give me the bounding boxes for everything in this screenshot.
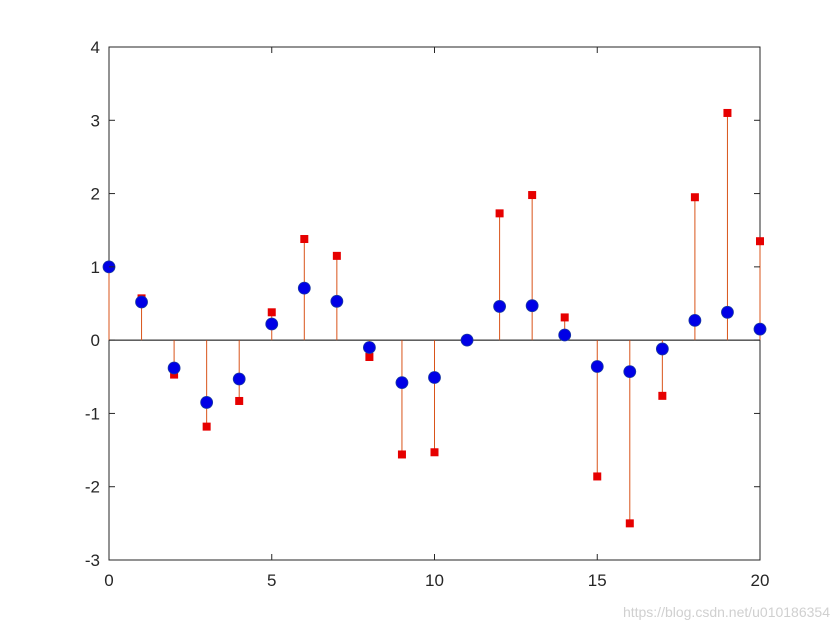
square-marker <box>593 472 602 481</box>
circle-marker <box>200 396 214 409</box>
watermark: https://blog.csdn.net/u010186354 <box>622 604 830 620</box>
circle-marker <box>428 371 441 384</box>
circle-marker <box>721 305 734 319</box>
circle-marker <box>655 342 669 356</box>
circle-marker <box>362 341 376 354</box>
axes-box <box>108 46 761 561</box>
square-marker <box>397 450 406 459</box>
axis-ticks: 0 5 10 15 20 -3 -2 -1 0 1 2 3 4 <box>85 38 770 590</box>
square-marker <box>560 313 569 322</box>
circle-marker <box>297 281 311 295</box>
square-marker <box>528 191 537 200</box>
y-tick-label: -3 <box>85 551 100 570</box>
circle-marker <box>395 376 409 390</box>
x-tick-label: 15 <box>588 571 607 590</box>
circle-marker <box>135 295 148 309</box>
circle-marker <box>558 328 572 342</box>
circle-marker <box>167 361 181 375</box>
circle-marker <box>590 360 604 373</box>
circle-marker <box>493 300 507 313</box>
x-tick-label: 5 <box>267 571 276 590</box>
y-tick-label: -2 <box>85 478 100 497</box>
square-marker <box>625 519 634 528</box>
circle-marker <box>232 372 246 386</box>
square-marker <box>235 396 244 405</box>
square-marker <box>430 448 439 457</box>
circle-marker <box>330 294 344 308</box>
square-marker <box>267 308 276 317</box>
circle-marker <box>753 322 767 336</box>
circle-marker <box>525 299 539 313</box>
circle-marker <box>623 365 637 379</box>
circle-marker <box>688 313 702 327</box>
x-tick-label: 20 <box>751 571 770 590</box>
circle-markers <box>102 260 767 409</box>
square-marker <box>756 237 764 246</box>
axes-frame <box>108 46 761 561</box>
x-tick-label: 0 <box>104 571 113 590</box>
circle-marker <box>265 317 279 331</box>
circle-marker <box>460 333 474 347</box>
square-marker <box>495 209 504 218</box>
x-tick-label: 10 <box>425 571 444 590</box>
square-marker <box>202 422 211 431</box>
square-marker <box>170 370 179 379</box>
y-tick-label: -1 <box>85 404 100 423</box>
square-marker <box>365 352 374 361</box>
y-tick-label: 0 <box>91 331 100 350</box>
square-marker <box>723 108 732 117</box>
square-marker <box>658 391 667 400</box>
square-markers <box>105 108 764 528</box>
stems <box>108 112 761 524</box>
square-marker <box>690 193 699 202</box>
y-tick-label: 2 <box>91 185 100 204</box>
y-tick-label: 1 <box>91 258 100 277</box>
y-tick-label: 3 <box>91 111 100 130</box>
square-marker <box>332 251 341 260</box>
y-tick-label: 4 <box>91 38 100 57</box>
square-marker <box>300 235 309 244</box>
